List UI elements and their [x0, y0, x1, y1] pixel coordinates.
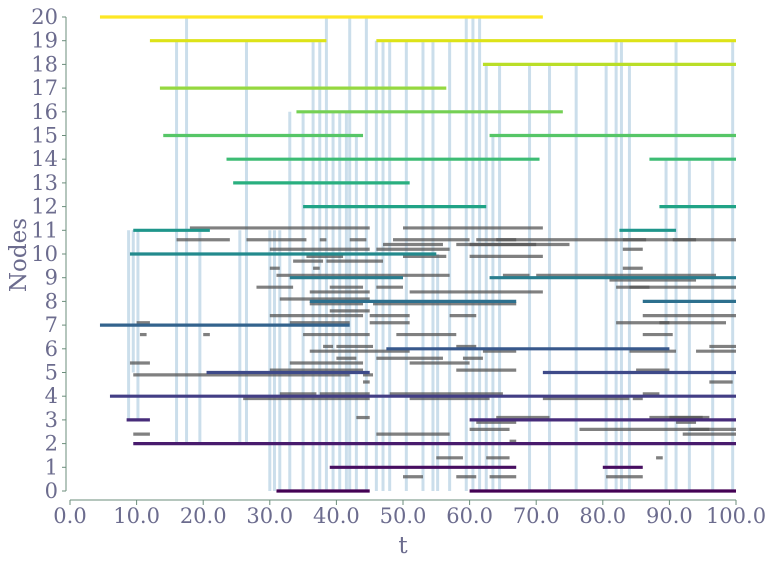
y-tick-label: 20 — [31, 5, 58, 29]
x-tick-label: 0.0 — [53, 504, 86, 528]
y-tick-label: 11 — [31, 218, 58, 242]
y-tick-label: 16 — [31, 100, 58, 124]
y-axis-title: Nodes — [6, 218, 32, 292]
x-tick-label: 20.0 — [180, 504, 227, 528]
y-tick-label: 13 — [31, 171, 58, 195]
axes: 0.0 10.0 20.0 30.0 40.0 50.0 60.0 70.0 80.0 90.0 1… — [31, 5, 766, 528]
y-tick-label: 12 — [31, 195, 58, 219]
y-tick-label: 17 — [31, 76, 58, 100]
y-tick-label: 19 — [31, 29, 58, 53]
x-tick-label: 90.0 — [646, 504, 693, 528]
x-tick-label: 80.0 — [579, 504, 626, 528]
y-tick-label: 9 — [45, 266, 58, 290]
x-tick-label: 60.0 — [446, 504, 493, 528]
y-tick-label: 18 — [31, 52, 58, 76]
y-tick-label: 14 — [31, 147, 58, 171]
y-tick-label: 2 — [45, 432, 58, 456]
y-tick-label: 15 — [31, 124, 58, 148]
y-tick-label: 7 — [45, 313, 58, 337]
y-tick-label: 6 — [45, 337, 58, 361]
link-segments — [129, 226, 736, 479]
y-tick-label: 3 — [45, 408, 58, 432]
y-tick-label: 10 — [31, 242, 58, 266]
y-tick-label: 0 — [45, 479, 58, 503]
y-tick-label: 4 — [45, 384, 58, 408]
x-tick-label: 70.0 — [513, 504, 560, 528]
x-tick-label: 100.0 — [706, 504, 766, 528]
y-tick-label: 5 — [45, 361, 58, 385]
x-tick-label: 40.0 — [313, 504, 360, 528]
x-tick-label: 30.0 — [246, 504, 293, 528]
x-tick-label: 50.0 — [380, 504, 427, 528]
y-tick-label: 1 — [45, 455, 58, 479]
y-tick-label: 8 — [45, 289, 58, 313]
node-presence-lines — [99, 15, 736, 493]
x-axis-title: t — [398, 533, 408, 559]
x-tick-label: 10.0 — [113, 504, 160, 528]
